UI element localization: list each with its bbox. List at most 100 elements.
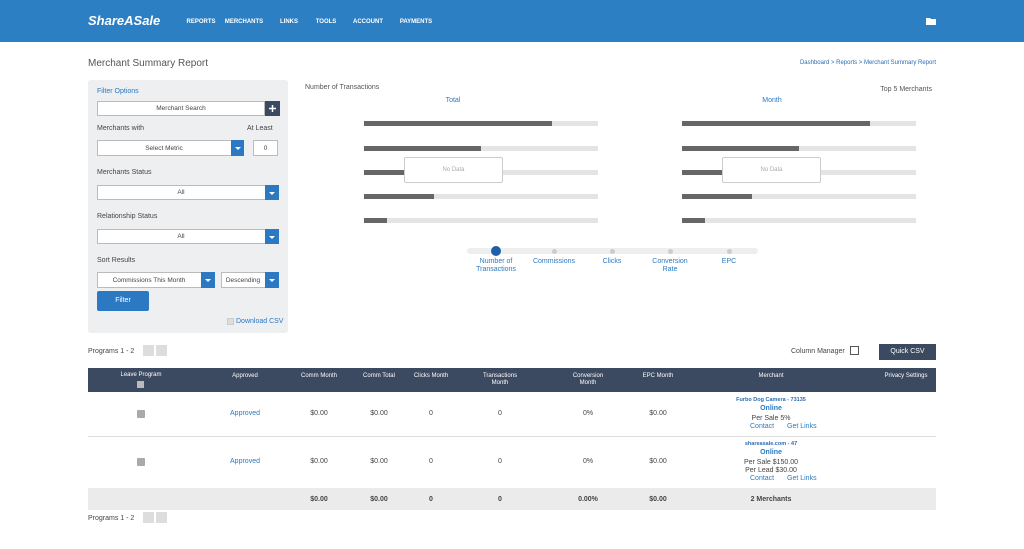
filter-title: Filter Options: [97, 88, 139, 95]
slider-dot[interactable]: [551, 248, 557, 254]
slider-dot[interactable]: [726, 248, 732, 254]
cell: $0.00: [370, 458, 388, 465]
nav-item[interactable]: REPORTS: [186, 19, 216, 25]
next-button[interactable]: [156, 512, 167, 523]
placeholder-track: [364, 146, 598, 151]
cell: $0.00: [649, 458, 667, 465]
merchant-term: Per Sale 5%: [751, 415, 791, 422]
nav-item[interactable]: PAYMENTS: [399, 19, 433, 25]
slider-label[interactable]: EPC: [721, 258, 737, 265]
column-header: Leave Program: [120, 372, 162, 378]
merchant-term: Per Lead $30.00: [745, 467, 797, 474]
placeholder-fill: [364, 170, 404, 175]
quick-csv[interactable]: Quick CSV: [879, 344, 936, 360]
total-cell: $0.00: [310, 496, 328, 503]
get-links[interactable]: Get Links: [787, 475, 817, 482]
placeholder-fill: [364, 194, 434, 199]
search-input[interactable]: Merchant Search: [97, 101, 265, 116]
no-data-box: No Data: [722, 157, 821, 183]
at-least-input[interactable]: 0: [253, 140, 278, 156]
cell: $0.00: [649, 410, 667, 417]
header-checkbox[interactable]: [137, 381, 144, 388]
checkbox[interactable]: [227, 318, 234, 325]
label: At Least: [247, 125, 273, 132]
nav-item[interactable]: TOOLS: [315, 19, 337, 25]
merchant-name[interactable]: shareasale.com - 47: [744, 441, 798, 447]
placeholder-fill: [682, 170, 722, 175]
filter-button[interactable]: Filter: [97, 291, 149, 311]
slider-label[interactable]: Conversion Rate: [652, 258, 688, 274]
slider-label[interactable]: Clicks: [602, 258, 622, 265]
relationship-select[interactable]: All: [97, 229, 279, 244]
slider-label[interactable]: Number of Transactions: [476, 258, 516, 274]
label: Merchants with: [97, 125, 145, 132]
slider-dot[interactable]: [609, 248, 615, 254]
column-header: EPC Month: [642, 373, 674, 379]
nav-item[interactable]: MERCHANTS: [224, 19, 264, 25]
merchant-state: Online: [760, 449, 782, 456]
slider-label[interactable]: Commissions: [532, 258, 575, 265]
get-links[interactable]: Get Links: [787, 423, 817, 430]
column-header: Conversion Month: [572, 373, 604, 386]
column-header: Comm Month: [300, 373, 337, 379]
cell: 0: [498, 410, 502, 417]
column-icon[interactable]: [850, 346, 859, 355]
slider-handle[interactable]: [491, 246, 501, 256]
placeholder-track: [682, 218, 916, 223]
chart-title: Number of Transactions: [305, 84, 380, 91]
row-divider: [88, 436, 936, 437]
merchant-name[interactable]: Furbo Dog Camera - 73135: [736, 397, 806, 403]
column-header: Clicks Month: [413, 373, 449, 379]
nav-item[interactable]: ACCOUNT: [353, 19, 383, 25]
placeholder-track: [364, 194, 598, 199]
cell: $0.00: [370, 410, 388, 417]
select-arrow: [265, 272, 279, 288]
logo: ShareASale: [88, 13, 161, 28]
column-manager[interactable]: Column Manager: [791, 348, 845, 355]
page-title: Merchant Summary Report: [88, 58, 209, 69]
breadcrumb[interactable]: Dashboard > Reports > Merchant Summary R…: [799, 60, 936, 66]
cell[interactable]: Approved: [230, 410, 260, 417]
contact-link[interactable]: Contact: [750, 423, 775, 430]
sort-select[interactable]: Commissions This Month: [97, 272, 215, 288]
programs-count: Programs 1 - 2: [88, 348, 135, 355]
total-cell: 2 Merchants: [750, 496, 792, 503]
label: Merchants Status: [97, 169, 152, 176]
add-button[interactable]: [265, 101, 280, 116]
filter-panel: [88, 80, 288, 333]
cell[interactable]: Approved: [230, 458, 260, 465]
total-cell: 0: [498, 496, 502, 503]
slider-dot[interactable]: [667, 248, 673, 254]
placeholder-fill: [682, 121, 870, 126]
row-checkbox[interactable]: [137, 458, 145, 466]
placeholder-fill: [682, 218, 705, 223]
row-checkbox[interactable]: [137, 410, 145, 418]
download-csv[interactable]: Download CSV: [236, 318, 284, 325]
chart-top: Top 5 Merchants: [880, 86, 932, 93]
next-button[interactable]: [156, 345, 167, 356]
cell: 0: [429, 410, 433, 417]
select-arrow: [201, 272, 215, 288]
status-select[interactable]: All: [97, 185, 279, 200]
folder-icon[interactable]: [926, 17, 936, 25]
select-arrow: [265, 229, 279, 244]
contact-link[interactable]: Contact: [750, 475, 775, 482]
column-header: Approved: [232, 373, 258, 379]
placeholder-fill: [364, 146, 481, 151]
no-data-box: No Data: [404, 157, 503, 183]
cell: 0: [498, 458, 502, 465]
total-cell: $0.00: [370, 496, 388, 503]
placeholder-track: [682, 194, 916, 199]
cell: 0%: [582, 410, 594, 417]
total-cell: 0: [429, 496, 433, 503]
total-cell: 0.00%: [578, 496, 598, 503]
label: Sort Results: [97, 257, 136, 264]
prev-button[interactable]: [143, 345, 154, 356]
merchant-term: Per Sale $150.00: [743, 459, 799, 466]
nav-item[interactable]: LINKS: [280, 19, 298, 25]
metric-select[interactable]: Select Metric: [97, 140, 244, 156]
placeholder-fill: [364, 218, 387, 223]
prev-button[interactable]: [143, 512, 154, 523]
column-header: Comm Total: [363, 373, 395, 379]
